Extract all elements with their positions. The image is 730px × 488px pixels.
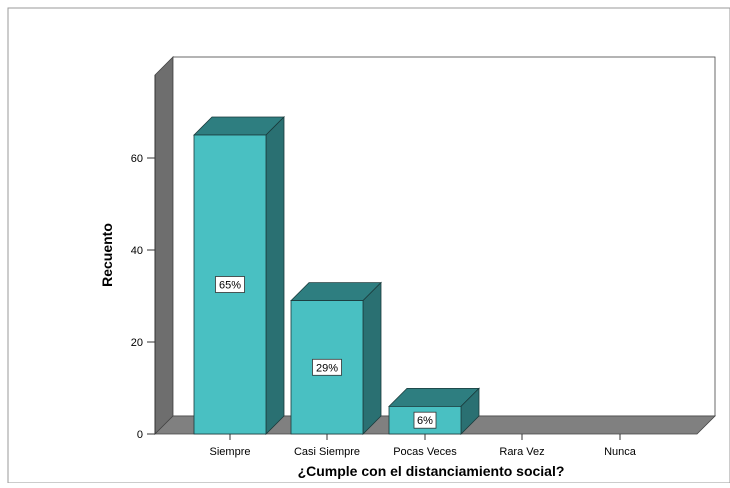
data-label-box (312, 358, 342, 376)
data-label-box (413, 411, 437, 429)
bar-side (265, 116, 285, 435)
x-tick-label: Siempre (210, 446, 251, 458)
side-wall (154, 56, 174, 435)
x-axis-title: ¿Cumple con el distanciamiento social? (298, 463, 565, 479)
x-tick-label: Casi Siempre (294, 446, 360, 458)
bar-side (362, 281, 382, 435)
x-tick-label: Nunca (604, 446, 637, 458)
data-label: 29% (316, 362, 338, 374)
y-tick-label: 60 (131, 153, 143, 165)
bars-group: 65% 29% 6% (193, 116, 480, 435)
x-tick-label: Rara Vez (499, 446, 544, 458)
y-tick-label: 40 (131, 245, 143, 257)
x-tick-label: Pocas Veces (393, 446, 457, 458)
y-axis-title: Recuento (99, 223, 115, 287)
x-axis-tick-labels: Siempre Casi Siempre Pocas Veces Rara Vez Nu… (210, 434, 637, 458)
y-axis-ticks: 0 20 40 60 (131, 153, 155, 441)
y-tick-label: 20 (131, 337, 143, 349)
data-label: 65% (219, 280, 241, 292)
data-label: 6% (417, 415, 433, 427)
data-label-box (215, 276, 245, 293)
y-tick-label: 0 (137, 429, 143, 441)
